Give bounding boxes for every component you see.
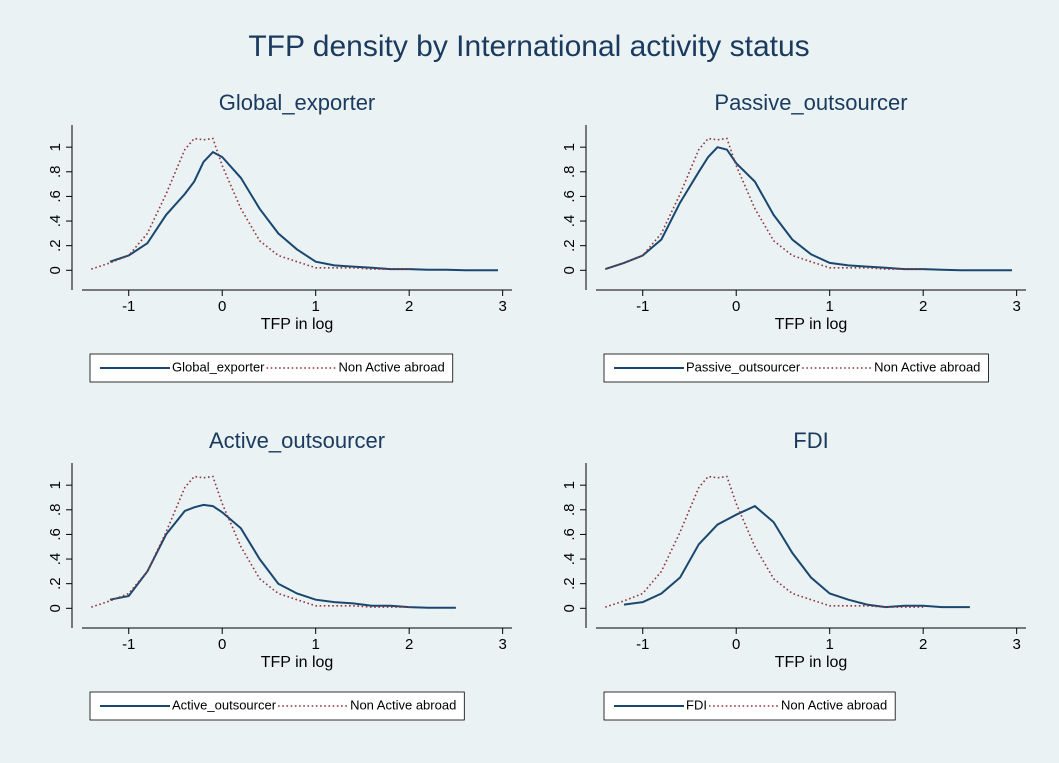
- line-series: [109, 150, 498, 272]
- y-tick-label: 0: [561, 604, 578, 612]
- y-tick-label: .4: [47, 215, 64, 228]
- panel-title: FDI: [793, 428, 828, 453]
- y-tick-label: .4: [47, 553, 64, 566]
- x-tick-label: -1: [122, 636, 135, 653]
- panel-title: Active_outsourcer: [209, 428, 385, 453]
- x-tick-label: 3: [498, 298, 506, 315]
- y-tick-label: 1: [47, 481, 64, 489]
- line-series: [605, 137, 924, 270]
- y-tick-label: .6: [561, 528, 578, 541]
- line-series: [604, 146, 1012, 272]
- y-tick-label: .4: [561, 553, 578, 566]
- legend-label: Non Active abroad: [350, 697, 456, 712]
- y-tick-label: .4: [561, 215, 578, 228]
- legend-label: FDI: [686, 697, 707, 712]
- y-tick-label: 0: [47, 266, 64, 274]
- x-tick-label: -1: [636, 636, 649, 653]
- x-axis-title: TFP in log: [775, 316, 848, 333]
- y-tick-label: .6: [561, 190, 578, 203]
- line-series: [109, 503, 456, 609]
- y-tick-label: .8: [47, 166, 64, 179]
- chart-title: TFP density by International activity st…: [248, 30, 809, 63]
- x-axis-title: TFP in log: [775, 654, 848, 671]
- legend-label: Non Active abroad: [781, 697, 887, 712]
- x-tick-label: 3: [498, 636, 506, 653]
- panel-title: Global_exporter: [219, 90, 376, 115]
- y-tick-label: .2: [561, 577, 578, 590]
- x-tick-label: 1: [312, 636, 320, 653]
- line-series: [91, 137, 410, 270]
- panel-title: Passive_outsourcer: [714, 90, 907, 115]
- y-tick-label: 0: [47, 604, 64, 612]
- x-tick-label: -1: [636, 298, 649, 315]
- x-tick-label: 0: [218, 636, 226, 653]
- y-tick-label: .8: [47, 504, 64, 517]
- line-series: [605, 475, 924, 608]
- x-tick-label: 2: [919, 636, 927, 653]
- x-tick-label: 3: [1012, 636, 1020, 653]
- legend-label: Non Active abroad: [874, 359, 980, 374]
- x-tick-label: 2: [405, 298, 413, 315]
- y-tick-label: 1: [561, 143, 578, 151]
- x-tick-label: 0: [732, 298, 740, 315]
- x-tick-label: 1: [312, 298, 320, 315]
- y-tick-label: .8: [561, 504, 578, 517]
- line-series: [623, 504, 970, 609]
- x-tick-label: 2: [919, 298, 927, 315]
- y-tick-label: .2: [47, 577, 64, 590]
- y-tick-label: 0: [561, 266, 578, 274]
- x-tick-label: 3: [1012, 298, 1020, 315]
- x-axis-title: TFP in log: [261, 654, 334, 671]
- y-tick-label: .2: [47, 239, 64, 252]
- y-tick-label: .6: [47, 528, 64, 541]
- legend-label: Active_outsourcer: [172, 697, 277, 712]
- x-tick-label: 2: [405, 636, 413, 653]
- legend-label: Global_exporter: [172, 359, 265, 374]
- x-tick-label: 1: [826, 298, 834, 315]
- legend-label: Non Active abroad: [339, 359, 445, 374]
- y-tick-label: .2: [561, 239, 578, 252]
- x-tick-label: 1: [826, 636, 834, 653]
- x-tick-label: 0: [218, 298, 226, 315]
- x-tick-label: -1: [122, 298, 135, 315]
- legend-label: Passive_outsourcer: [686, 359, 801, 374]
- y-tick-label: 1: [561, 481, 578, 489]
- y-tick-label: 1: [47, 143, 64, 151]
- y-tick-label: .6: [47, 190, 64, 203]
- x-tick-label: 0: [732, 636, 740, 653]
- x-axis-title: TFP in log: [261, 316, 334, 333]
- y-tick-label: .8: [561, 166, 578, 179]
- line-series: [91, 475, 410, 608]
